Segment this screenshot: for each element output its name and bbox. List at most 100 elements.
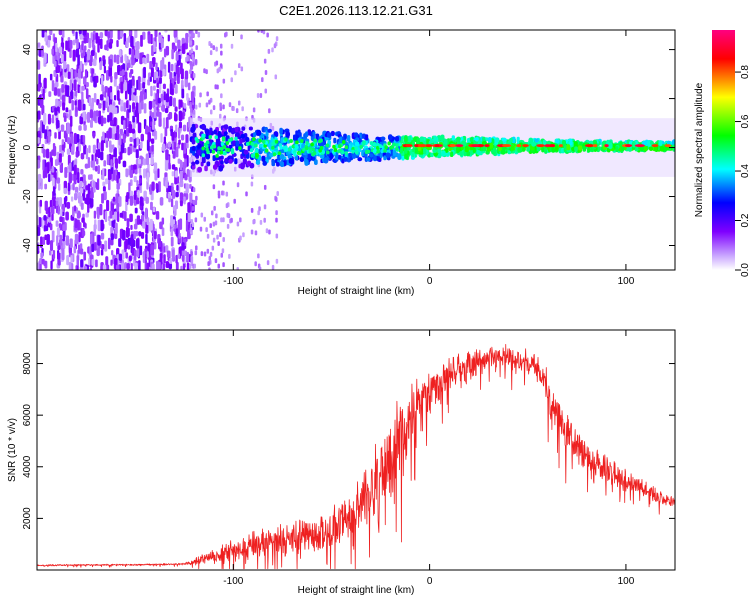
spectrogram-signal-cell <box>419 136 424 143</box>
spectrogram-noise-cell <box>137 122 142 134</box>
spectrogram-noise-cell <box>168 263 173 270</box>
spectrogram-noise-cell <box>72 49 76 61</box>
spectrogram-noise-cell <box>53 87 58 96</box>
spectrogram-signal-cell <box>209 127 213 133</box>
spectrogram-signal-cell <box>204 165 208 172</box>
spectrogram-noise-cell <box>142 57 146 64</box>
spectrogram-noise-cell <box>191 54 194 60</box>
spectrogram-noise-cell <box>57 205 60 215</box>
spectrogram-signal-cell <box>256 129 262 136</box>
spectrogram-noise-cell <box>132 102 135 110</box>
spectrogram-signal-cell <box>344 145 349 150</box>
spectrogram-noise-cell <box>73 172 77 185</box>
spectrogram-noise-cell <box>117 90 120 101</box>
spectrogram-noise-cell <box>57 252 61 260</box>
spectrogram-signal-cell <box>387 141 391 146</box>
spectrogram-noise-cell <box>254 230 258 236</box>
spectrogram-noise-cell <box>60 124 65 132</box>
spectrogram-noise-cell <box>205 102 209 108</box>
spectrogram-noise-cell <box>77 212 81 218</box>
spectrogram-noise-cell <box>180 111 183 121</box>
spectrogram-noise-cell <box>49 73 53 81</box>
spectrogram-noise-cell <box>82 227 85 237</box>
spectrogram-noise-cell <box>69 39 73 50</box>
spectrogram-noise-cell <box>169 71 173 80</box>
snr-x-tick-label: 0 <box>427 576 433 587</box>
spectrogram-noise-cell <box>71 99 74 111</box>
spectrogram-noise-cell <box>194 200 198 206</box>
spectrogram-signal-cell <box>223 124 229 130</box>
spectrogram-signal-cell <box>271 159 276 167</box>
spectrogram-x-tick-label: -100 <box>223 276 243 287</box>
spectrogram-noise-cell <box>264 69 268 75</box>
spectrogram-signal-cell <box>292 134 297 141</box>
spectrogram-noise-cell <box>43 214 47 221</box>
spectrogram-noise-cell <box>120 106 124 112</box>
spectrogram-noise-cell <box>103 65 106 74</box>
spectrogram-noise-cell <box>149 218 153 231</box>
spectrogram-noise-cell <box>75 31 78 40</box>
spectrogram-noise-cell <box>237 63 241 69</box>
spectrogram-noise-cell <box>219 63 223 69</box>
spectrogram-signal-cell <box>254 149 259 154</box>
spectrogram-noise-cell <box>113 211 118 221</box>
spectrogram-noise-cell <box>192 109 196 115</box>
spectrogram-noise-cell <box>209 109 213 115</box>
spectrogram-noise-cell <box>110 259 113 266</box>
spectrogram-signal-cell <box>245 142 250 147</box>
spectrogram-noise-cell <box>146 217 150 226</box>
spectrogram-noise-cell <box>131 49 135 61</box>
spectrogram-noise-cell <box>212 184 216 190</box>
snr-x-ticks: -100 0 100 <box>223 330 635 587</box>
spectrogram-noise-cell <box>125 226 130 238</box>
spectrogram-noise-cell <box>165 261 170 269</box>
spectrogram-signal-cell <box>330 130 335 137</box>
spectrogram-signal-cell <box>354 141 360 147</box>
spectrogram-noise-cell <box>158 237 162 248</box>
spectrogram-noise-cell <box>158 83 162 94</box>
spectrogram-noise-cell <box>64 166 68 178</box>
spectrogram-noise-cell <box>259 93 263 99</box>
spectrogram-noise-cell <box>275 210 278 216</box>
spectrogram-noise-cell <box>171 249 175 261</box>
spectrogram-noise-cell <box>65 40 68 51</box>
spectrogram-signal-cell <box>240 133 246 139</box>
spectrogram-signal-cell <box>333 137 337 144</box>
spectrogram-noise-cell <box>127 146 131 156</box>
spectrogram-noise-cell <box>142 158 147 166</box>
spectrogram-noise-cell <box>208 99 211 105</box>
spectrogram-signal-cell <box>450 151 454 158</box>
spectrogram-signal-cell <box>359 144 364 149</box>
spectrogram-signal-cell <box>254 152 259 157</box>
spectrogram-noise-cell <box>177 253 180 259</box>
spectrogram-noise-cell <box>239 235 242 241</box>
spectrogram-signal-cell <box>528 137 534 145</box>
spectrogram-noise-cell <box>61 139 65 145</box>
spectrogram-noise-cell <box>97 142 101 150</box>
spectrogram-noise-cell <box>173 97 176 108</box>
spectrogram-noise-cell <box>66 64 70 72</box>
spectrogram-noise-cell <box>91 258 95 266</box>
spectrogram-signal-cell <box>262 160 267 166</box>
spectrogram-noise-cell <box>82 103 86 111</box>
spectrogram-noise-cell <box>126 262 130 270</box>
spectrogram-noise-cell <box>91 41 95 48</box>
spectrogram-noise-cell <box>85 212 89 218</box>
spectrogram-noise-cell <box>129 169 133 178</box>
spectrogram-noise-cell <box>234 70 237 76</box>
spectrogram-signal-cell <box>261 155 266 162</box>
spectrogram-noise-cell <box>190 91 195 103</box>
spectrogram-noise-cell <box>107 87 111 98</box>
spectrogram-signal-cell <box>648 146 654 151</box>
spectrogram-noise-cell <box>146 172 150 183</box>
spectrogram-noise-cell <box>162 117 166 129</box>
spectrogram-noise-cell <box>80 52 85 59</box>
spectrogram-noise-cell <box>83 221 86 228</box>
spectrogram-signal-cell <box>353 132 359 138</box>
spectrogram-peak-cell <box>604 144 609 148</box>
spectrogram-noise-cell <box>146 139 150 151</box>
spectrogram-noise-cell <box>195 30 198 35</box>
spectrogram-noise-cell <box>107 106 110 113</box>
spectrogram-noise-cell <box>58 130 61 140</box>
spectrogram-noise-cell <box>131 94 135 102</box>
